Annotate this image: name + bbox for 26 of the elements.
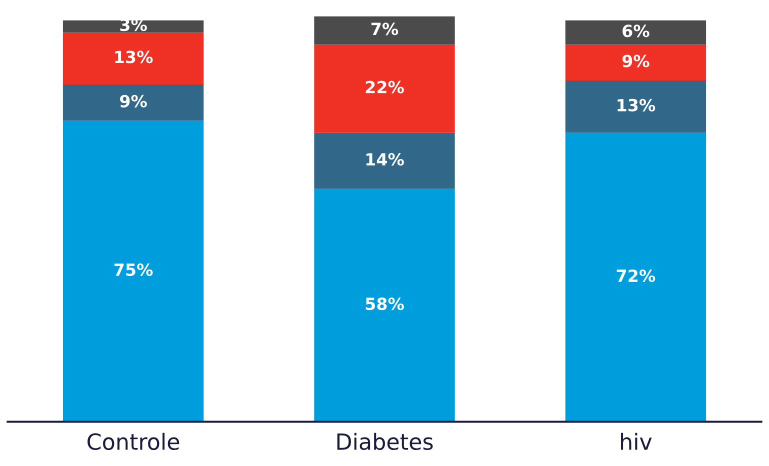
data-label: 13% [115,50,153,64]
data-label: 9% [622,54,650,68]
x-tick-label: Controle [88,432,180,450]
data-label: 58% [366,298,404,310]
bar [565,44,706,81]
data-label: 22% [366,80,404,94]
data-label: 72% [616,269,656,282]
data-label: 14% [366,153,404,166]
bar [314,132,455,189]
bar [62,32,204,85]
x-tick-label: hiv [621,432,652,450]
bar [565,20,706,44]
bar [314,44,455,133]
bar [62,84,204,121]
data-label: 13% [618,98,656,112]
x-tick-label: Diabetes [337,432,433,450]
data-label: 7% [371,22,398,36]
bar [314,188,455,422]
bar [565,80,706,133]
bar [565,132,706,422]
bar [314,16,455,44]
data-label: 75% [114,263,153,276]
data-label: 9% [120,94,147,108]
data-label: 6% [622,24,650,38]
bar [62,20,204,32]
bar [62,120,204,422]
